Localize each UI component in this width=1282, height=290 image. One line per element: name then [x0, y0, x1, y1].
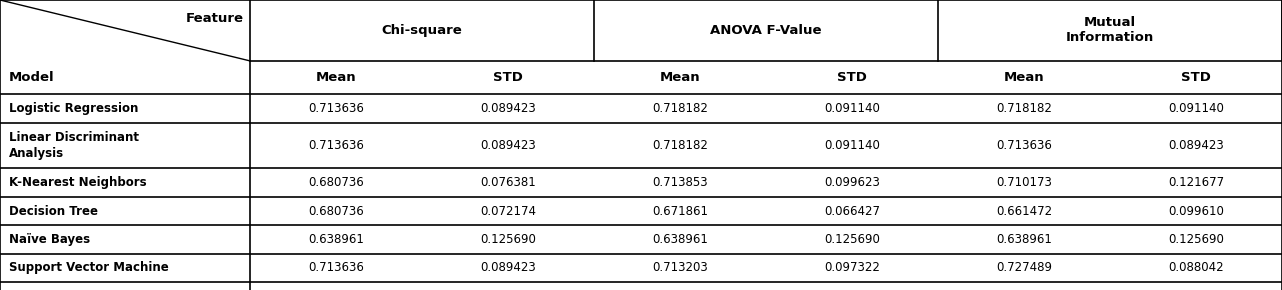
Text: 0.718182: 0.718182: [653, 102, 708, 115]
Text: STD: STD: [837, 71, 867, 84]
Text: 0.638961: 0.638961: [653, 233, 708, 246]
Text: Naïve Bayes: Naïve Bayes: [9, 233, 90, 246]
Text: 0.089423: 0.089423: [1168, 139, 1224, 152]
Text: 0.680736: 0.680736: [308, 176, 364, 189]
Text: 0.661472: 0.661472: [996, 205, 1053, 218]
Text: 0.713636: 0.713636: [308, 262, 364, 274]
Text: Mean: Mean: [660, 71, 700, 84]
Text: 0.718182: 0.718182: [996, 102, 1053, 115]
Text: 0.713636: 0.713636: [996, 139, 1053, 152]
Text: Chi-square: Chi-square: [382, 24, 463, 37]
Text: 0.710173: 0.710173: [996, 176, 1053, 189]
Text: 0.680736: 0.680736: [308, 205, 364, 218]
Text: 0.066427: 0.066427: [824, 205, 879, 218]
Text: Support Vector Machine: Support Vector Machine: [9, 262, 169, 274]
Text: 0.088042: 0.088042: [1168, 262, 1224, 274]
Text: K-Nearest Neighbors: K-Nearest Neighbors: [9, 176, 146, 189]
Text: 0.125690: 0.125690: [479, 233, 536, 246]
Text: 0.121677: 0.121677: [1168, 176, 1224, 189]
Text: Feature: Feature: [186, 12, 244, 25]
Text: 0.671861: 0.671861: [653, 205, 708, 218]
Text: 0.099610: 0.099610: [1168, 205, 1224, 218]
Text: Mean: Mean: [1004, 71, 1045, 84]
Text: 0.091140: 0.091140: [824, 102, 879, 115]
Text: 0.091140: 0.091140: [1168, 102, 1224, 115]
Text: 0.089423: 0.089423: [481, 102, 536, 115]
Text: Logistic Regression: Logistic Regression: [9, 102, 138, 115]
Text: 0.713636: 0.713636: [308, 139, 364, 152]
Text: 0.713853: 0.713853: [653, 176, 708, 189]
Text: STD: STD: [1181, 71, 1211, 84]
Text: Model: Model: [9, 71, 55, 84]
Text: 0.125690: 0.125690: [1168, 233, 1224, 246]
Text: 0.099623: 0.099623: [824, 176, 879, 189]
Text: 0.091140: 0.091140: [824, 139, 879, 152]
Text: Mutual
Information: Mutual Information: [1065, 17, 1154, 44]
Text: 0.713203: 0.713203: [653, 262, 708, 274]
Text: 0.089423: 0.089423: [481, 262, 536, 274]
Text: 0.097322: 0.097322: [824, 262, 879, 274]
Text: 0.072174: 0.072174: [479, 205, 536, 218]
Text: 0.718182: 0.718182: [653, 139, 708, 152]
Text: ANOVA F-Value: ANOVA F-Value: [710, 24, 822, 37]
Text: 0.638961: 0.638961: [308, 233, 364, 246]
Text: Mean: Mean: [315, 71, 356, 84]
Text: 0.638961: 0.638961: [996, 233, 1053, 246]
Text: STD: STD: [494, 71, 523, 84]
Text: 0.089423: 0.089423: [481, 139, 536, 152]
Text: 0.076381: 0.076381: [481, 176, 536, 189]
Text: Decision Tree: Decision Tree: [9, 205, 97, 218]
Text: 0.727489: 0.727489: [996, 262, 1053, 274]
Text: Linear Discriminant
Analysis: Linear Discriminant Analysis: [9, 131, 138, 160]
Text: 0.713636: 0.713636: [308, 102, 364, 115]
Text: 0.125690: 0.125690: [824, 233, 879, 246]
